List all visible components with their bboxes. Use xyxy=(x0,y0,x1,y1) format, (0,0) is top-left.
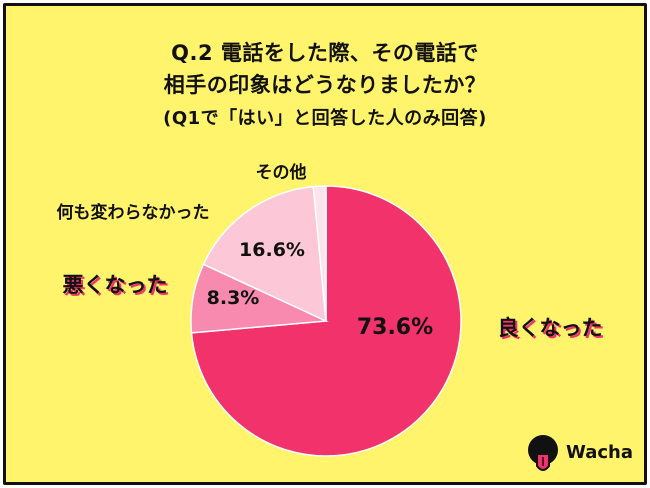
value-label-no-change: 16.6% xyxy=(239,239,305,261)
category-label-bad: 悪くなった xyxy=(63,273,168,297)
wacha-logo: Wacha xyxy=(524,432,634,476)
category-label-shadow: 良くなった xyxy=(500,318,605,342)
slice-other xyxy=(312,185,327,322)
tongue-face-icon xyxy=(528,435,558,471)
category-label-good: 良くなった xyxy=(498,316,603,340)
value-label-bad: 8.3% xyxy=(207,287,260,309)
chart-title-line-2: 相手の印象はどうなりましたか？ xyxy=(163,73,487,97)
chart-subtitle: (Q1で「はい」と回答した人のみ回答) xyxy=(163,108,487,129)
category-label-other: その他 xyxy=(256,162,307,183)
slice-no-change xyxy=(202,185,327,323)
value-label-good: 73.6% xyxy=(357,315,433,340)
category-label-shadow: 悪くなった xyxy=(65,275,170,299)
chart-title-line-1: Q.2 電話をした際、その電話で xyxy=(171,41,479,65)
category-label-no-change: 何も変わらなかった xyxy=(57,202,210,223)
logo-text: Wacha xyxy=(566,442,633,463)
